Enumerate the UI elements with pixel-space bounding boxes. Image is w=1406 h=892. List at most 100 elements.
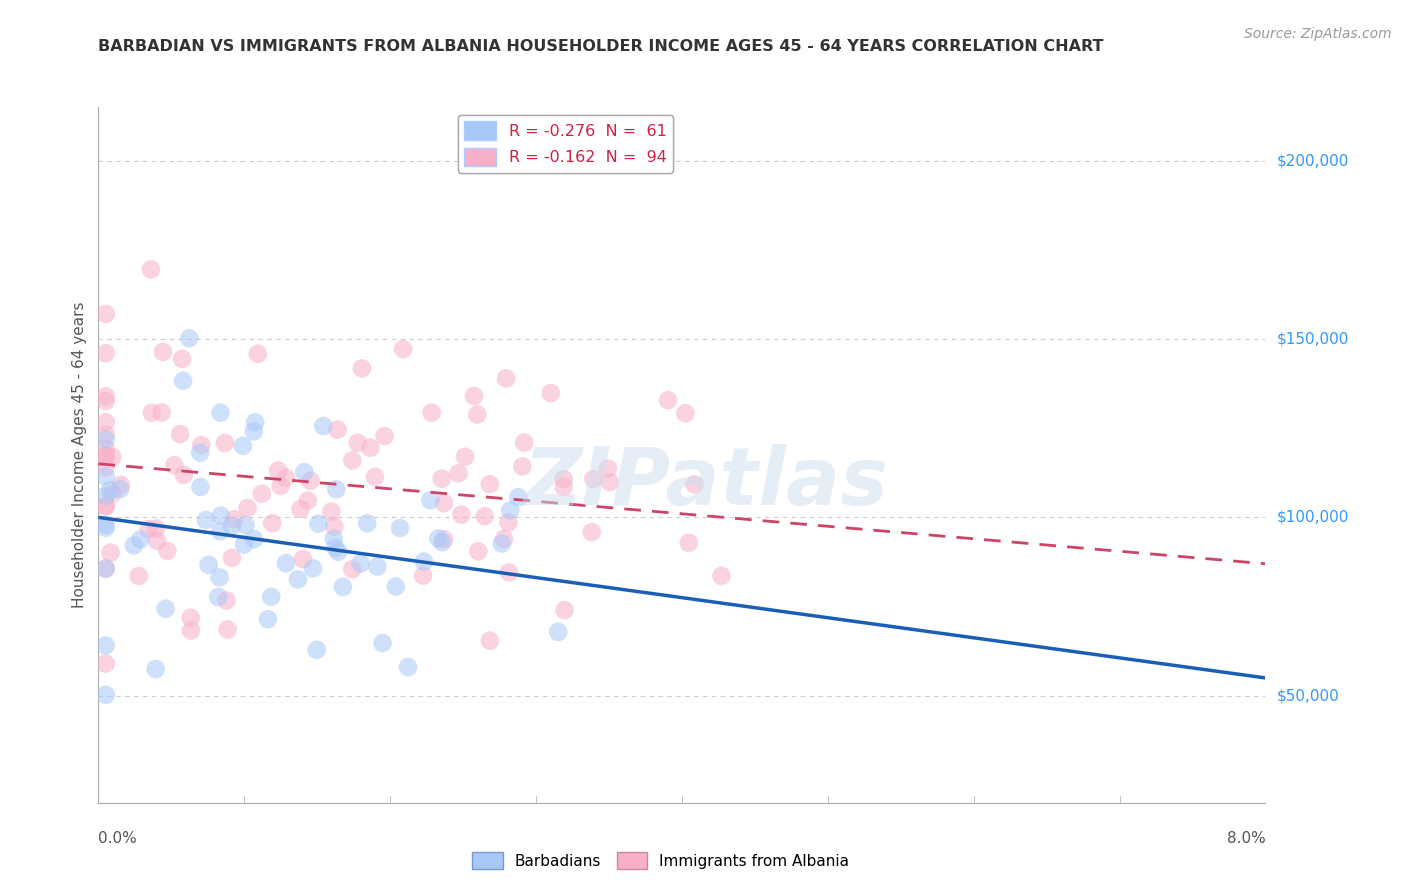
- Point: [540, 386, 562, 401]
- Point: [350, 361, 373, 376]
- Point: [392, 342, 415, 356]
- Point: [287, 572, 309, 586]
- Point: [384, 580, 406, 594]
- Text: ZIPatlas: ZIPatlas: [523, 443, 887, 522]
- Point: [94, 415, 117, 429]
- Point: [94, 427, 117, 442]
- Point: [207, 590, 229, 604]
- Point: [332, 580, 354, 594]
- Text: $50,000: $50,000: [1277, 689, 1340, 703]
- Point: [129, 533, 152, 547]
- Point: [498, 516, 520, 530]
- Point: [371, 636, 394, 650]
- Point: [101, 487, 124, 501]
- Point: [305, 642, 328, 657]
- Point: [108, 482, 131, 496]
- Point: [478, 633, 501, 648]
- Point: [478, 477, 501, 491]
- Point: [188, 445, 211, 459]
- Point: [94, 562, 117, 576]
- Point: [340, 562, 363, 576]
- Point: [491, 536, 513, 550]
- Point: [274, 471, 297, 485]
- Point: [290, 502, 312, 516]
- Point: [232, 439, 254, 453]
- Point: [374, 429, 396, 443]
- Point: [209, 406, 232, 420]
- Point: [508, 490, 530, 504]
- Point: [297, 493, 319, 508]
- Point: [94, 307, 117, 321]
- Point: [145, 662, 167, 676]
- Point: [388, 521, 411, 535]
- Point: [412, 555, 434, 569]
- Point: [94, 433, 117, 447]
- Point: [553, 472, 575, 486]
- Point: [94, 449, 117, 463]
- Point: [94, 499, 117, 513]
- Point: [100, 545, 122, 559]
- Point: [581, 524, 603, 539]
- Point: [94, 489, 117, 503]
- Point: [246, 347, 269, 361]
- Point: [156, 544, 179, 558]
- Point: [243, 416, 266, 430]
- Point: [349, 557, 371, 571]
- Point: [209, 508, 232, 523]
- Point: [492, 532, 515, 546]
- Point: [396, 660, 419, 674]
- Point: [356, 516, 378, 531]
- Point: [163, 458, 186, 472]
- Point: [173, 467, 195, 482]
- Point: [141, 406, 163, 420]
- Point: [94, 442, 117, 456]
- Point: [260, 590, 283, 604]
- Point: [179, 331, 201, 345]
- Point: [243, 425, 266, 439]
- Point: [419, 493, 441, 508]
- Point: [214, 436, 236, 450]
- Point: [195, 513, 218, 527]
- Point: [180, 611, 202, 625]
- Point: [139, 262, 162, 277]
- Point: [172, 374, 194, 388]
- Point: [683, 477, 706, 491]
- Point: [321, 505, 343, 519]
- Point: [190, 480, 212, 494]
- Point: [152, 344, 174, 359]
- Point: [94, 688, 117, 702]
- Point: [366, 559, 388, 574]
- Point: [94, 449, 117, 463]
- Point: [94, 638, 117, 652]
- Point: [326, 423, 349, 437]
- Point: [433, 533, 456, 547]
- Point: [342, 453, 364, 467]
- Point: [465, 408, 488, 422]
- Point: [513, 435, 536, 450]
- Point: [221, 519, 243, 533]
- Point: [150, 405, 173, 419]
- Text: $100,000: $100,000: [1277, 510, 1350, 524]
- Point: [233, 537, 256, 551]
- Point: [243, 532, 266, 546]
- Point: [138, 522, 160, 536]
- Point: [323, 519, 346, 533]
- Point: [209, 524, 232, 539]
- Point: [302, 561, 325, 575]
- Point: [98, 483, 121, 497]
- Text: 8.0%: 8.0%: [1226, 830, 1265, 846]
- Point: [221, 550, 243, 565]
- Point: [94, 561, 117, 575]
- Point: [498, 566, 520, 580]
- Point: [155, 601, 177, 615]
- Point: [325, 482, 347, 496]
- Text: $200,000: $200,000: [1277, 153, 1350, 168]
- Point: [94, 469, 117, 483]
- Point: [94, 346, 117, 360]
- Point: [495, 371, 517, 385]
- Point: [257, 612, 280, 626]
- Point: [474, 509, 496, 524]
- Point: [432, 535, 454, 549]
- Point: [599, 475, 621, 489]
- Point: [215, 593, 238, 607]
